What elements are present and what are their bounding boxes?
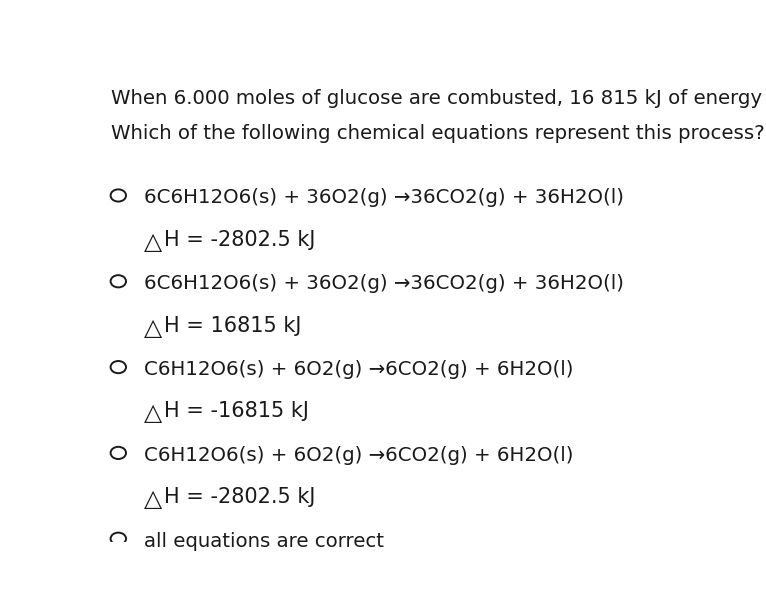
Text: H = 16815 kJ: H = 16815 kJ <box>164 315 301 336</box>
Text: C6H12O6(s) + 6O2(g) →6CO2(g) + 6H2O(l): C6H12O6(s) + 6O2(g) →6CO2(g) + 6H2O(l) <box>145 446 574 465</box>
Text: △: △ <box>145 401 162 425</box>
Text: △: △ <box>145 230 162 254</box>
Text: H = -2802.5 kJ: H = -2802.5 kJ <box>164 487 316 507</box>
Text: all equations are correct: all equations are correct <box>145 532 385 551</box>
Text: H = -16815 kJ: H = -16815 kJ <box>164 401 309 421</box>
Text: △: △ <box>145 487 162 511</box>
Text: Which of the following chemical equations represent this process?: Which of the following chemical equation… <box>110 124 764 143</box>
Text: H = -2802.5 kJ: H = -2802.5 kJ <box>164 230 316 250</box>
Text: 6C6H12O6(s) + 36O2(g) →36CO2(g) + 36H2O(l): 6C6H12O6(s) + 36O2(g) →36CO2(g) + 36H2O(… <box>145 188 624 208</box>
Text: C6H12O6(s) + 6O2(g) →6CO2(g) + 6H2O(l): C6H12O6(s) + 6O2(g) →6CO2(g) + 6H2O(l) <box>145 360 574 379</box>
Text: △: △ <box>145 315 162 339</box>
Text: 6C6H12O6(s) + 36O2(g) →36CO2(g) + 36H2O(l): 6C6H12O6(s) + 36O2(g) →36CO2(g) + 36H2O(… <box>145 274 624 294</box>
Text: When 6.000 moles of glucose are combusted, 16 815 kJ of energy is produced.: When 6.000 moles of glucose are combuste… <box>110 90 766 108</box>
